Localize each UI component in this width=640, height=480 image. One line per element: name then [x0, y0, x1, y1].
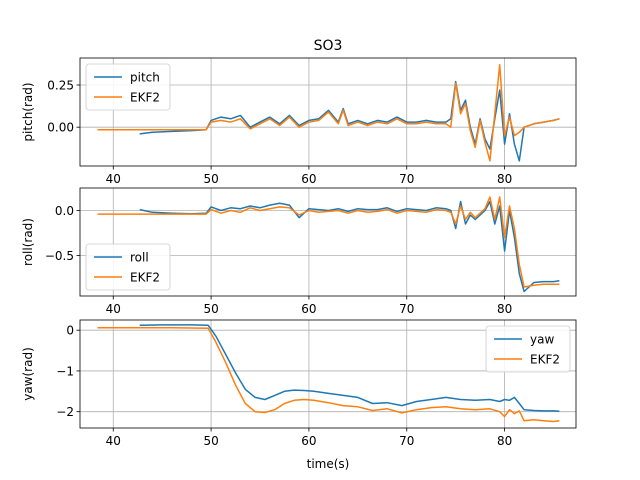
x-tick-label: 60 [301, 434, 316, 448]
series-line-ekf2 [97, 64, 560, 162]
legend-box [85, 63, 171, 111]
series-line-yaw [139, 324, 560, 413]
axes-frame [79, 187, 577, 297]
axes-frame [79, 57, 577, 167]
y-tick-label: 0.00 [47, 121, 74, 135]
x-tick-label: 40 [106, 302, 121, 316]
x-tick-label: 40 [106, 172, 121, 186]
series-line-ekf2 [97, 326, 560, 423]
axes-frame [79, 319, 577, 429]
legend-label: roll [130, 251, 149, 265]
x-tick-label: 50 [203, 172, 218, 186]
series-line-ekf2 [97, 196, 560, 288]
x-tick-label: 70 [399, 302, 414, 316]
subplot-1: 40 50 60 70 80 0.00 0.25 pitch(rad) pitch EKF2 [21, 57, 577, 186]
y-axis-label: roll(rad) [21, 218, 35, 266]
legend: roll EKF2 [85, 243, 171, 291]
legend: pitch EKF2 [85, 63, 171, 111]
x-tick-label: 40 [106, 434, 121, 448]
legend-label: EKF2 [130, 271, 160, 285]
x-tick-label: 80 [497, 172, 512, 186]
x-tick-label: 80 [497, 302, 512, 316]
x-tick-label: 50 [203, 434, 218, 448]
series-line-roll [139, 200, 560, 293]
x-tick-label: 70 [399, 172, 414, 186]
y-tick-label: 0.25 [47, 79, 74, 93]
y-tick-label: −1 [56, 364, 74, 378]
figure-title: SO3 [314, 38, 343, 54]
x-tick-label: 50 [203, 302, 218, 316]
legend-label: pitch [130, 71, 160, 85]
x-axis-label: time(s) [307, 457, 350, 471]
x-tick-label: 80 [497, 434, 512, 448]
y-tick-label: 0.0 [55, 204, 74, 218]
legend-label: EKF2 [130, 91, 160, 105]
y-axis-label: yaw(rad) [21, 347, 35, 401]
legend-label: yaw [530, 333, 554, 347]
y-tick-label: 0 [66, 324, 74, 338]
y-axis-label: pitch(rad) [21, 82, 35, 141]
legend-box [85, 243, 171, 291]
x-tick-label: 60 [301, 302, 316, 316]
subplot-3: 40 50 60 70 80 0 −1 −2 yaw(rad) yaw EKF2 [21, 319, 577, 448]
x-tick-label: 70 [399, 434, 414, 448]
y-tick-label: −2 [56, 405, 74, 419]
subplot-2: 40 50 60 70 80 0.0 −0.5 roll(rad) roll EKF2 [21, 187, 577, 316]
series-line-pitch [139, 80, 560, 162]
legend-box [485, 325, 571, 373]
x-tick-label: 60 [301, 172, 316, 186]
legend-label: EKF2 [530, 353, 560, 367]
legend: yaw EKF2 [485, 325, 571, 373]
y-tick-label: −0.5 [45, 249, 74, 263]
